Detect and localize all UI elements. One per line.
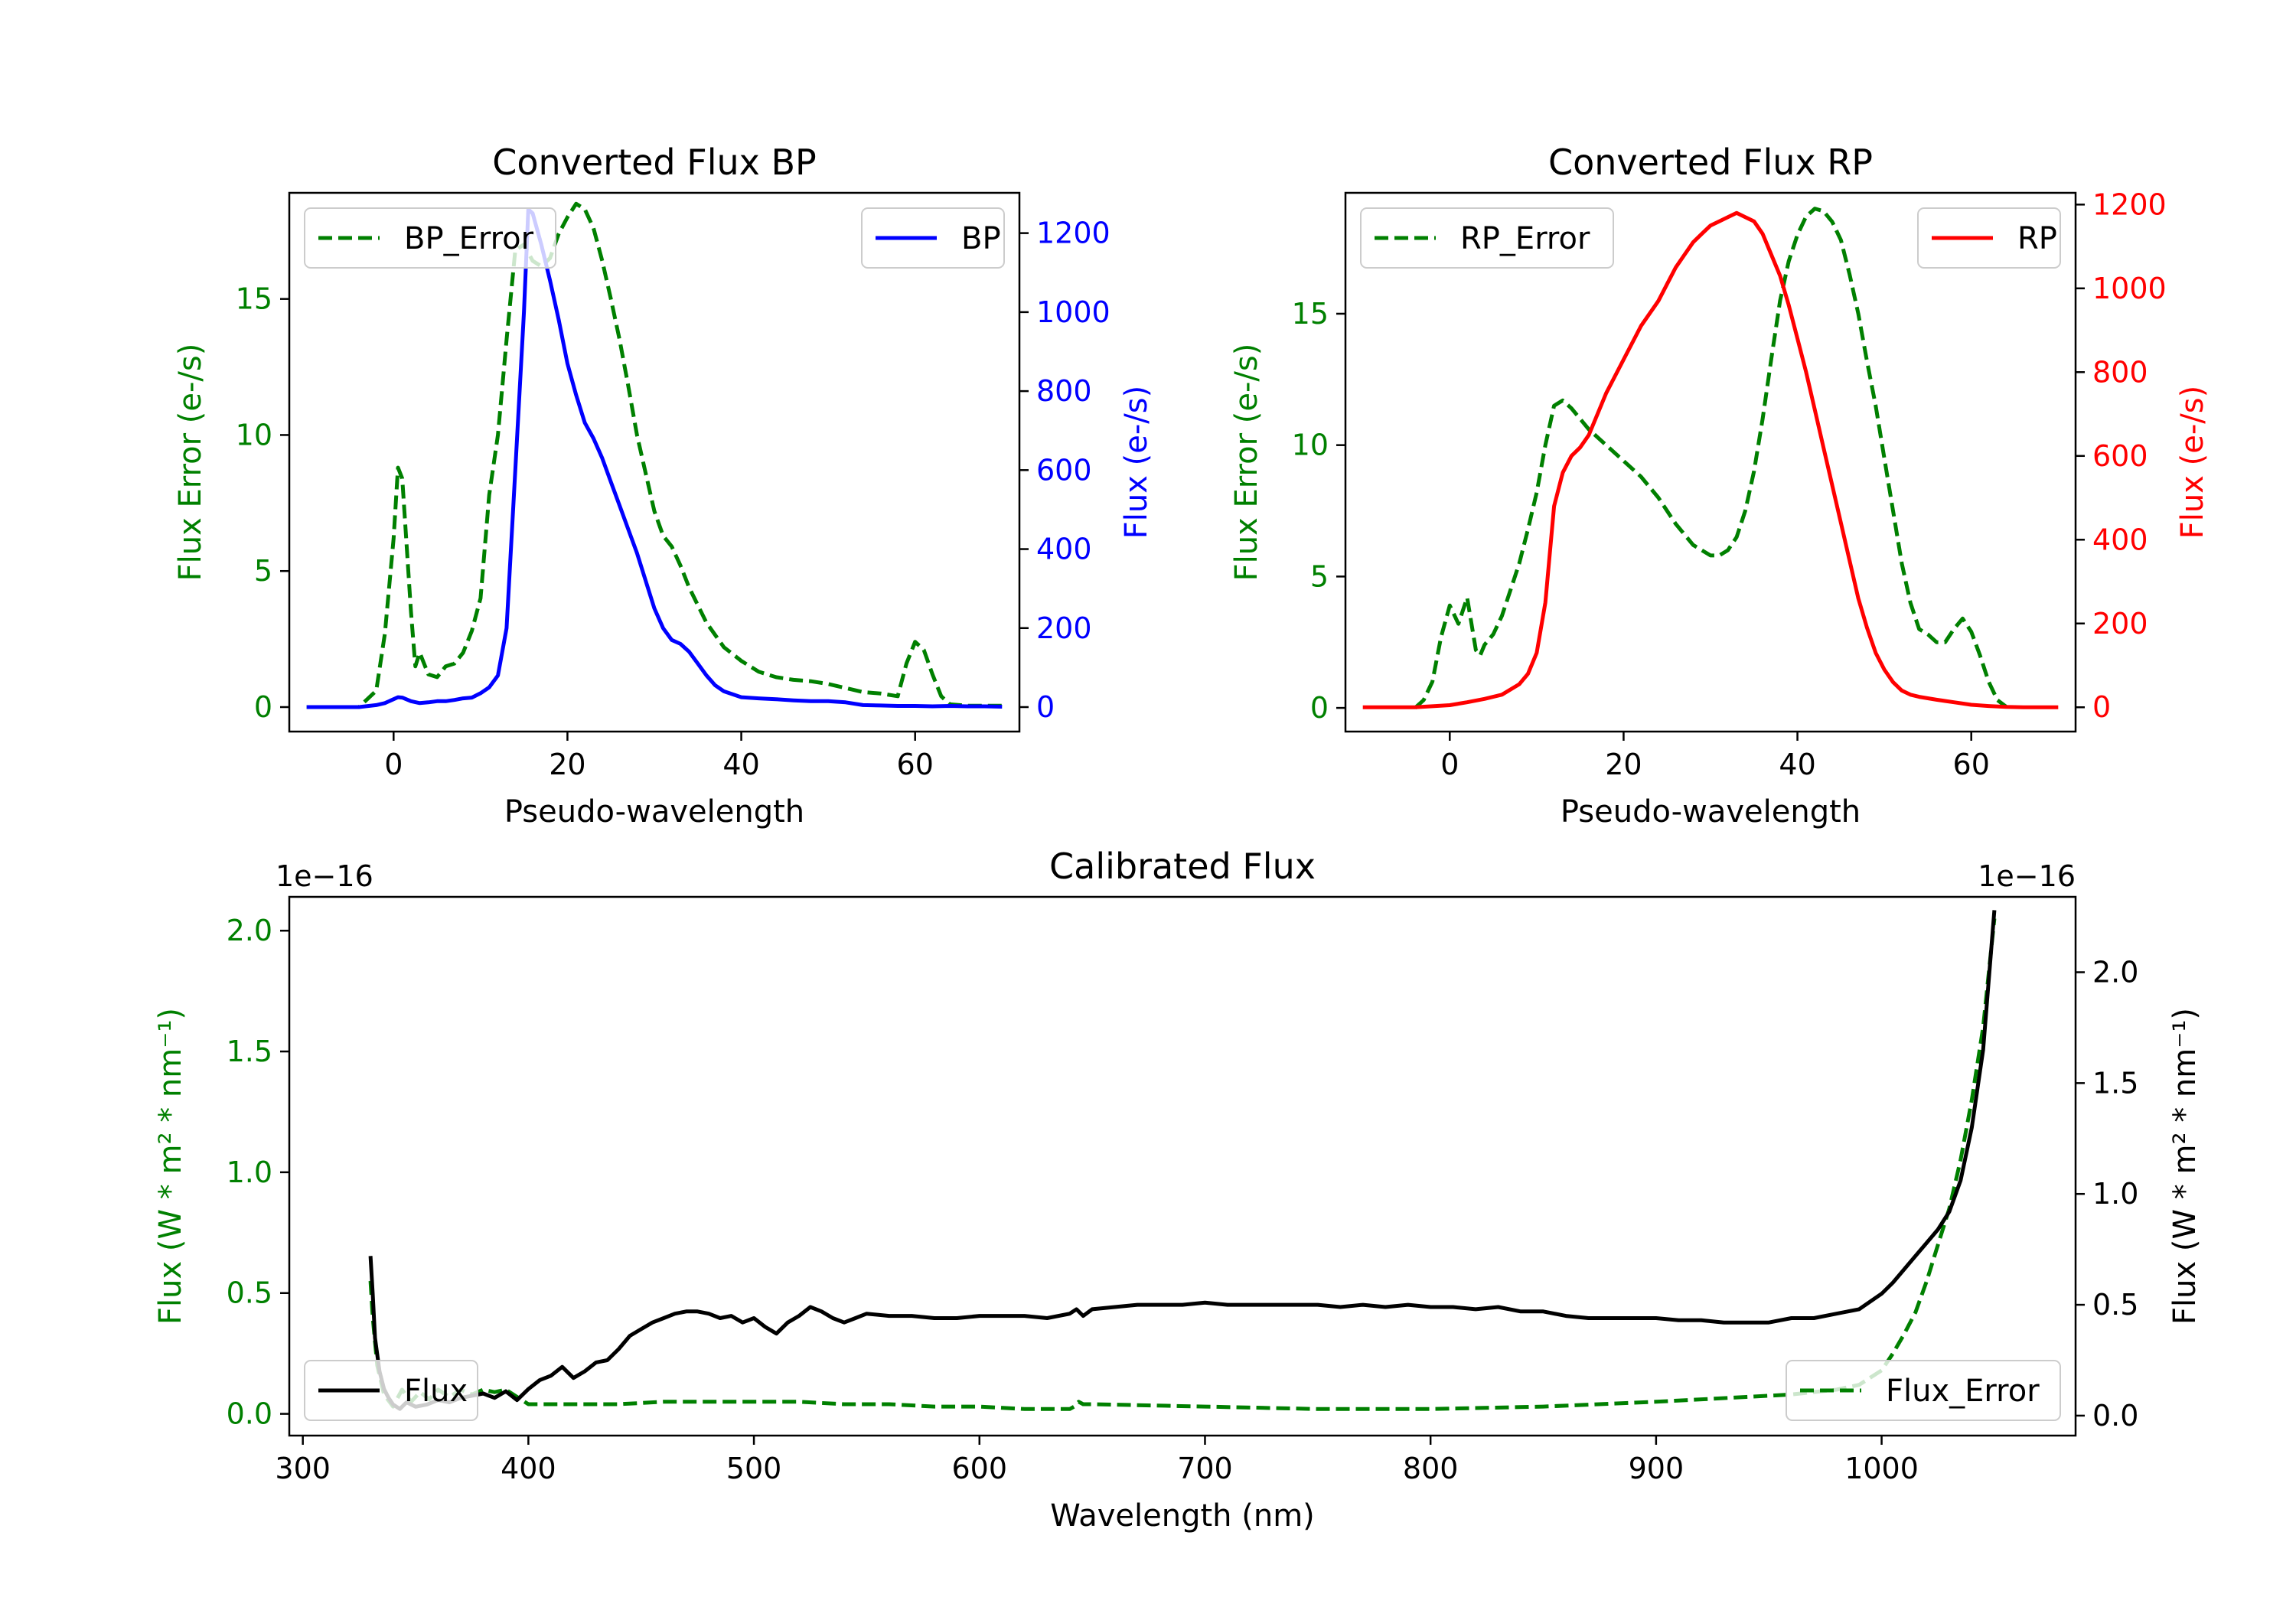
y-right-tick-label: 200 (1036, 611, 1092, 645)
legend-box (304, 1360, 478, 1421)
x-axis-label: Pseudo-wavelength (1561, 794, 1861, 830)
x-tick-label: 60 (1953, 748, 1990, 781)
y-left-tick-label: 0 (1310, 691, 1329, 725)
x-tick-label: 1000 (1844, 1452, 1919, 1485)
chart-calibrated: Calibrated Flux 300 400 500 600 700 800 900 1000… (153, 846, 2203, 1534)
legend-box (1360, 207, 1614, 269)
legend-flux: Flux (304, 1360, 478, 1421)
legend-box (304, 207, 556, 269)
x-axis-label: Pseudo-wavelength (504, 794, 804, 830)
legend-box (1786, 1360, 2061, 1421)
series-rp-error (1414, 207, 2007, 709)
x-tick-label: 60 (897, 748, 934, 781)
y-left-tick-label: 5 (1310, 559, 1329, 593)
y-right-tick-label: 0.5 (2092, 1288, 2138, 1322)
y-left-axis-label: Flux Error (e-/s) (1229, 344, 1264, 582)
series-bp (306, 207, 1003, 709)
x-tick-label: 500 (726, 1452, 782, 1485)
legend-label: RP_Error (1460, 221, 1590, 256)
y-left-axis-label: Flux (W * m² * nm⁻¹) (153, 1008, 188, 1325)
y-left-offset-text: 1e−16 (276, 859, 373, 893)
plot-frame (288, 191, 1021, 733)
y-right-tick-label: 800 (1036, 374, 1092, 408)
y-right-axis-label: Flux (e-/s) (2175, 386, 2210, 539)
series-flux (368, 910, 1997, 1411)
y-left-tick-label: 10 (236, 418, 272, 451)
legend-bp-error: BP_Error (304, 207, 556, 269)
y-right-tick-label: 1.0 (2092, 1177, 2138, 1211)
y-right-axis-label: Flux (e-/s) (1119, 386, 1154, 539)
y-right-tick-label: 600 (2092, 439, 2148, 473)
y-left-tick-label: 1.5 (227, 1035, 272, 1068)
chart-bp: Converted Flux BP 0 20 40 60 Pseudo-wavelengt… (173, 142, 1154, 830)
y-right-tick-label: 600 (1036, 453, 1092, 487)
chart-rp: Converted Flux RP 0 20 40 60 Pseudo-wavelengt… (1229, 142, 2210, 830)
legend-rp-error: RP_Error (1360, 207, 1614, 269)
legend-bp: BP (861, 207, 1005, 269)
y-left-tick-label: 0.5 (227, 1276, 272, 1310)
y-left-tick-label: 1.0 (227, 1156, 272, 1189)
y-right-tick-label: 800 (2092, 355, 2148, 389)
x-tick-label: 800 (1403, 1452, 1459, 1485)
y-right-tick-label: 1000 (1036, 295, 1110, 329)
y-right-tick-label: 0 (2092, 690, 2111, 724)
series-rp (1362, 210, 2059, 709)
y-right-tick-label: 1000 (2092, 272, 2167, 305)
x-tick-label: 0 (1440, 748, 1459, 781)
y-right-tick-label: 200 (2092, 607, 2148, 641)
x-tick-label: 300 (275, 1452, 331, 1485)
y-left-axis-label: Flux Error (e-/s) (173, 344, 208, 582)
legend-label: BP_Error (404, 221, 534, 256)
y-left-tick-label: 15 (236, 282, 272, 316)
y-right-tick-label: 1200 (1036, 217, 1110, 250)
plot-frame (1344, 191, 2077, 733)
y-left-tick-label: 0 (254, 690, 272, 724)
y-right-tick-label: 0.0 (2092, 1399, 2138, 1433)
series-bp-error (306, 201, 1003, 709)
y-right-offset-text: 1e−16 (1978, 859, 2076, 893)
y-left-tick-label: 10 (1292, 429, 1329, 462)
x-tick-label: 40 (722, 748, 759, 781)
y-right-tick-label: 1.5 (2092, 1066, 2138, 1100)
y-left-tick-label: 15 (1292, 297, 1329, 331)
legend-rp: RP (1917, 207, 2061, 269)
chart-title: Converted Flux RP (1548, 142, 1873, 183)
x-tick-label: 700 (1177, 1452, 1233, 1485)
legend-flux-error: Flux_Error (1786, 1360, 2061, 1421)
x-tick-label: 0 (384, 748, 403, 781)
y-right-tick-label: 0 (1036, 690, 1055, 724)
y-left-tick-label: 5 (254, 554, 272, 588)
legend-label: RP (2017, 221, 2057, 256)
legend-label: BP (961, 221, 1001, 256)
y-left-tick-label: 0.0 (227, 1397, 272, 1431)
plot-frame (288, 895, 2077, 1437)
y-right-axis-label: Flux (W * m² * nm⁻¹) (2167, 1008, 2203, 1325)
x-tick-label: 900 (1629, 1452, 1684, 1485)
legend-label: Flux_Error (1886, 1374, 2040, 1409)
chart-title: Calibrated Flux (1049, 846, 1316, 887)
x-tick-label: 20 (1605, 748, 1642, 781)
x-tick-label: 400 (501, 1452, 556, 1485)
series-flux-error (368, 918, 1997, 1411)
chart-title: Converted Flux BP (492, 142, 817, 183)
x-axis-label: Wavelength (nm) (1050, 1498, 1315, 1534)
y-right-tick-label: 400 (2092, 523, 2148, 556)
y-right-tick-label: 1200 (2092, 187, 2167, 221)
y-right-tick-label: 400 (1036, 533, 1092, 566)
x-tick-label: 40 (1779, 748, 1815, 781)
y-right-tick-label: 2.0 (2092, 956, 2138, 989)
y-left-tick-label: 2.0 (227, 914, 272, 947)
x-tick-label: 600 (952, 1452, 1008, 1485)
legend-label: Flux (404, 1374, 468, 1409)
x-tick-label: 20 (549, 748, 585, 781)
